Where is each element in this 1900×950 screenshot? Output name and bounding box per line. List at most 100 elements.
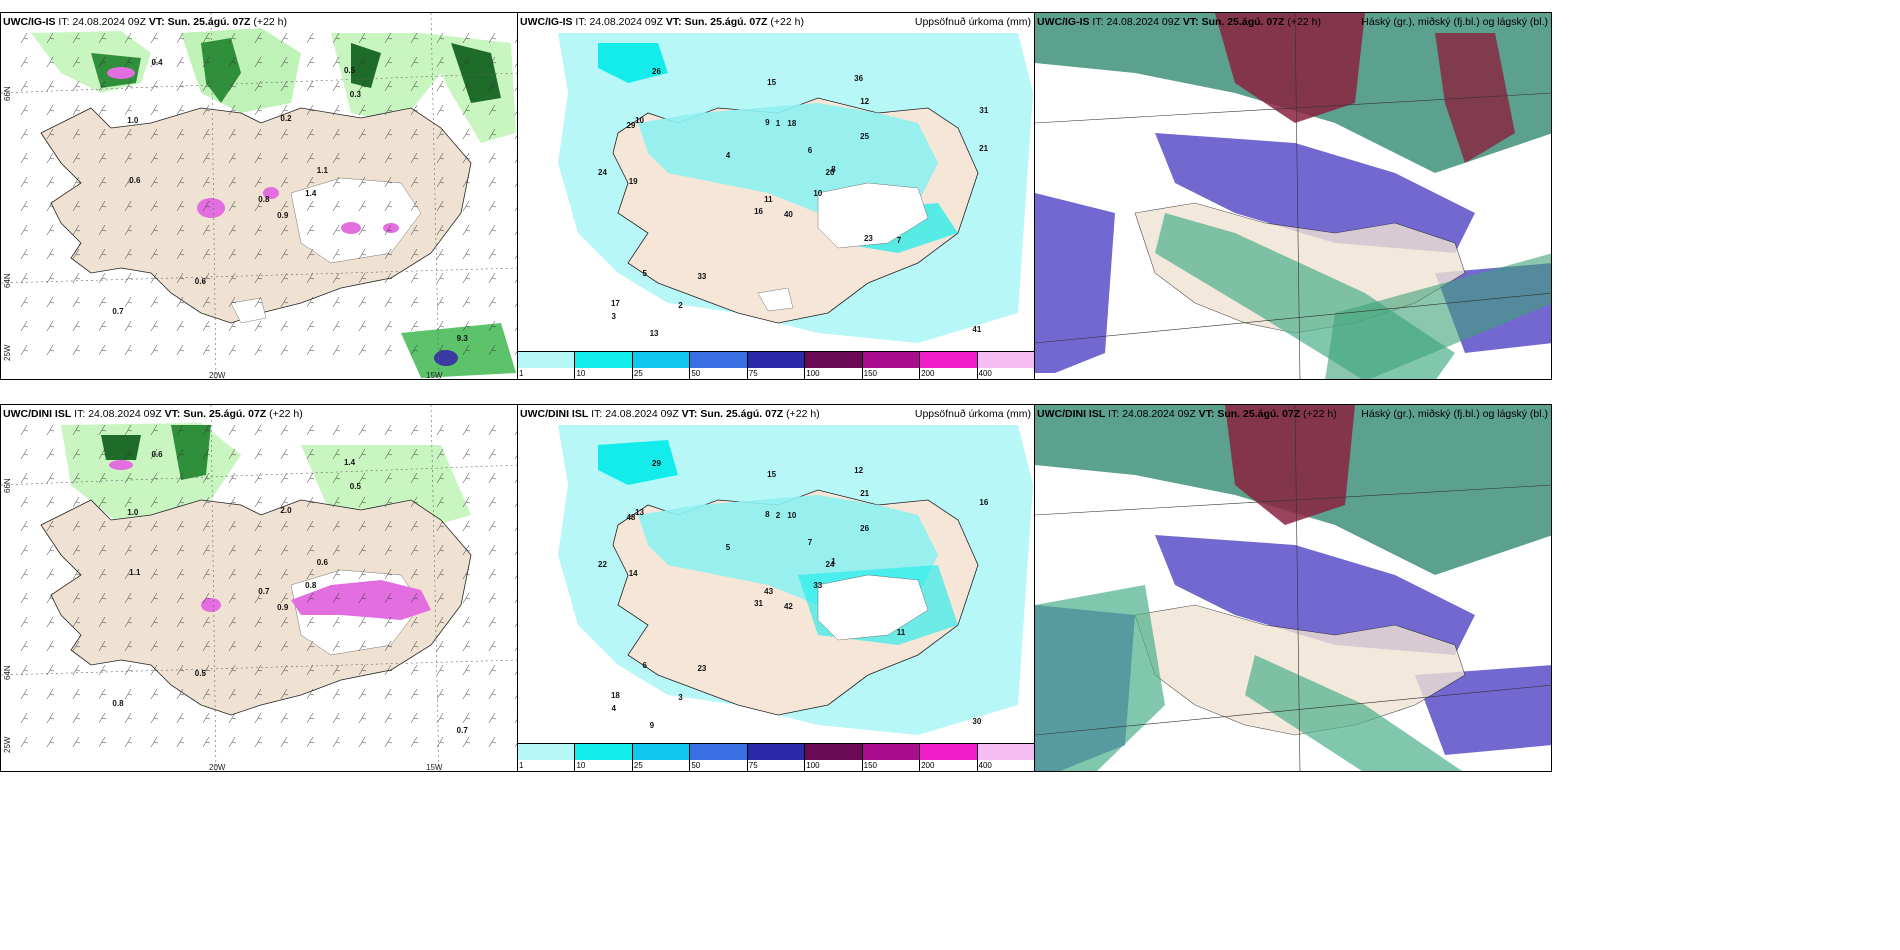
wind-barb	[514, 527, 517, 532]
wind-barb	[332, 344, 341, 356]
map-value-label: 20	[825, 168, 835, 178]
wind-barb	[150, 424, 159, 436]
wind-barb	[462, 688, 471, 700]
wind-barb	[358, 32, 367, 44]
wind-barb	[514, 455, 517, 460]
map-value-label: 16	[754, 207, 763, 217]
wind-barb	[202, 200, 211, 212]
colorbar-swatch	[632, 744, 690, 760]
wind-barb	[202, 248, 211, 260]
wind-barb	[176, 592, 185, 604]
wind-barb	[98, 152, 107, 164]
wind-barb	[124, 104, 133, 116]
wind-barb	[514, 647, 517, 652]
wind-barb	[358, 320, 367, 332]
wind-barb	[410, 568, 419, 580]
wind-barb	[358, 736, 367, 748]
wind-barb	[306, 176, 315, 188]
map-value-label: 29	[652, 459, 661, 469]
wind-barb	[176, 320, 185, 332]
wind-barb	[124, 592, 133, 604]
wind-barb	[176, 640, 185, 652]
wind-barb	[514, 255, 517, 260]
map-value-label: 10	[787, 510, 797, 520]
wind-barb	[254, 344, 263, 356]
wind-barb	[20, 152, 29, 164]
map-value-label: 0.3	[349, 90, 361, 100]
wind-barb	[150, 200, 159, 212]
wind-barb	[462, 272, 471, 284]
colorbar-segment: 200	[920, 352, 978, 379]
precip-dark-green	[351, 43, 381, 88]
wind-barb	[306, 152, 315, 164]
wind-barb	[384, 272, 393, 284]
wind-barb	[358, 712, 367, 724]
wind-barb	[384, 344, 393, 356]
colorbar-swatch	[518, 352, 575, 368]
wind-barb	[462, 496, 471, 508]
wind-barb	[150, 320, 159, 332]
wind-barb	[72, 568, 81, 580]
wind-barb	[306, 128, 315, 140]
wind-barb	[72, 80, 81, 92]
precip-colorbar: 1 10 25 50 75 100 150 200 400	[518, 351, 1034, 379]
wind-barb	[150, 472, 159, 484]
map-value-label: 9	[765, 118, 770, 128]
colorbar-swatch	[977, 744, 1034, 760]
wind-barb	[436, 224, 445, 236]
precip-dark-green	[451, 43, 501, 103]
wind-barb	[462, 296, 471, 308]
wind-barb	[254, 80, 263, 92]
wind-barb	[332, 104, 341, 116]
wind-barb	[176, 152, 185, 164]
wind-barb	[306, 544, 315, 556]
wind-barb	[280, 320, 289, 332]
wind-barb	[332, 448, 341, 460]
wind-barb	[124, 200, 133, 212]
wind-barb	[124, 616, 133, 628]
wind-barb	[254, 448, 263, 460]
wind-barb	[176, 520, 185, 532]
wind-barb	[72, 200, 81, 212]
wind-barb	[514, 231, 517, 236]
lon-label-15w: 15W	[426, 763, 443, 772]
map-value-label: 1.1	[316, 166, 328, 176]
wind-barb	[72, 616, 81, 628]
wind-barb	[124, 248, 133, 260]
wind-barb	[124, 128, 133, 140]
wind-barb	[332, 568, 341, 580]
wind-barb	[98, 296, 107, 308]
wind-barb	[462, 544, 471, 556]
wind-barb	[46, 448, 55, 460]
wind-barb	[410, 248, 419, 260]
wind-barb	[280, 272, 289, 284]
wind-barb	[514, 207, 517, 212]
wind-barb	[20, 616, 29, 628]
colorbar-swatch	[632, 352, 690, 368]
map-value-label: 4	[611, 704, 616, 714]
colorbar-tick-label: 150	[863, 369, 877, 378]
wind-barb	[98, 568, 107, 580]
cloud-map-panel-ig: UWC/IG-IS IT: 24.08.2024 09Z VT: Sun. 25…	[1034, 12, 1552, 380]
wind-barb	[72, 664, 81, 676]
wind-barb	[280, 736, 289, 748]
wind-barb	[46, 296, 55, 308]
wind-barb	[228, 176, 237, 188]
colorbar-tick-label: 400	[978, 761, 992, 770]
glacier	[817, 182, 929, 249]
wind-barb	[488, 448, 497, 460]
wind-barb	[46, 664, 55, 676]
wind-barb	[98, 448, 107, 460]
wind-barb	[488, 568, 497, 580]
wind-barb	[384, 568, 393, 580]
wind-barb	[46, 272, 55, 284]
map-value-label: 0.5	[349, 482, 361, 492]
map-value-label: 17	[610, 299, 620, 309]
wind-barb	[228, 448, 237, 460]
wind-barb	[462, 80, 471, 92]
wind-barb	[488, 424, 497, 436]
wind-barb	[150, 224, 159, 236]
wind-barb	[46, 176, 55, 188]
map-value-label: 0.7	[258, 586, 270, 596]
wind-barb	[202, 320, 211, 332]
